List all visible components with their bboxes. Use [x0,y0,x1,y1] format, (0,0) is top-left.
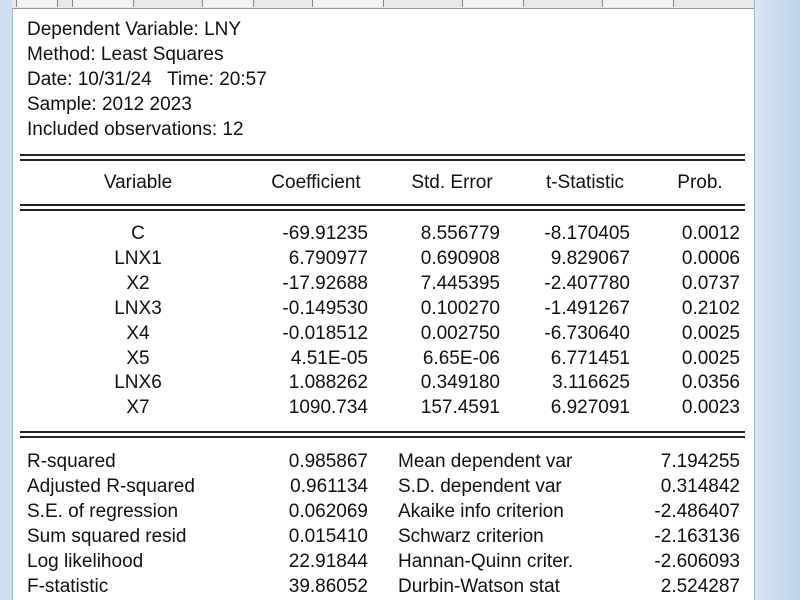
table-cell: 157.4591 [420,397,500,419]
variable-name: X2 [126,272,150,294]
header-line: Date: 10/31/24 Time: 20:57 [27,69,267,90]
table-cell: -8.170405 [544,223,630,244]
separator [20,154,745,161]
toolbar-button[interactable] [602,0,674,7]
toolbar-button[interactable] [462,0,524,7]
table-cell: -0.018512 [282,322,368,344]
table-cell: -6.730640 [544,322,630,344]
stat-label: Sum squared resid [27,526,187,547]
variable-name: X4 [126,322,150,344]
stat-label: Schwarz criterion [398,526,544,547]
column-header: Prob. [677,172,723,193]
table-cell: -17.92688 [282,272,368,294]
table-cell: 0.0012 [681,223,740,244]
stat-value: 22.91844 [288,551,368,572]
stat-label: Akaike info criterion [398,501,564,522]
stat-value: 2.524287 [660,576,740,597]
table-cell: -2.407780 [544,272,630,294]
header-line: Method: Least Squares [27,44,224,65]
table-cell: 0.0025 [681,347,740,369]
stat-label: Mean dependent var [398,451,573,472]
table-cell: 0.0025 [681,322,740,344]
variable-name: LNX1 [114,247,162,269]
table-cell: 0.2102 [681,297,740,319]
table-cell: 6.927091 [550,397,630,419]
stat-label: S.E. of regression [27,501,179,522]
stat-value: 0.062069 [288,501,368,522]
table-cell: -0.149530 [282,297,368,319]
stat-label: Adjusted R-squared [27,476,195,497]
column-header: t-Statistic [545,172,625,193]
column-header: Variable [103,172,173,193]
stat-value: 0.985867 [288,451,368,472]
separator [20,204,745,211]
window-frame [754,0,800,600]
table-cell: 4.51E-05 [290,347,368,369]
stat-value: -2.606093 [654,551,740,572]
stat-value: 0.961134 [290,476,368,497]
table-cell: 6.771451 [550,347,630,369]
header-line: Sample: 2012 2023 [27,94,192,115]
toolbar-button[interactable] [202,0,254,7]
stat-label: Log likelihood [27,551,144,572]
window-frame [0,0,13,600]
table-cell: 0.349180 [420,372,500,394]
stat-label: S.D. dependent var [398,476,562,497]
column-header: Std. Error [411,172,493,193]
column-header: Coefficient [271,172,361,193]
stat-value: 0.314842 [660,476,740,497]
table-cell: 1090.734 [288,397,368,419]
table-cell: -1.491267 [544,297,630,319]
table-cell: 8.556779 [420,223,500,244]
variable-name: X5 [126,347,150,369]
table-cell: 7.445395 [420,272,500,294]
stat-value: 39.86052 [288,576,368,597]
stat-value: 7.194255 [660,451,740,472]
variable-name: LNX6 [114,372,162,394]
table-cell: 1.088262 [288,372,368,394]
header-line: Included observations: 12 [27,119,244,140]
stat-value: -2.486407 [654,501,740,522]
stat-label: R-squared [27,451,116,472]
separator [20,431,745,438]
table-cell: 0.0006 [681,247,740,269]
header-line: Dependent Variable: LNY [27,19,242,40]
table-cell: 0.002750 [420,322,500,344]
toolbar-button[interactable] [312,0,384,7]
table-cell: 3.116625 [552,372,630,394]
toolbar-button[interactable] [16,0,58,7]
table-cell: 6.790977 [288,247,368,269]
table-cell: 0.100270 [420,297,500,319]
stat-value: 0.015410 [288,526,368,547]
variable-name: C [131,223,145,244]
stat-label: Hannan-Quinn criter. [398,551,574,572]
table-cell: -69.91235 [282,223,368,244]
table-cell: 0.0737 [681,272,740,294]
table-cell: 0.690908 [420,247,500,269]
toolbar [12,0,754,9]
toolbar-button[interactable] [72,0,134,7]
table-cell: 9.829067 [550,247,630,269]
stat-label: Durbin-Watson stat [398,576,560,597]
variable-name: LNX3 [114,297,162,319]
stat-value: -2.163136 [654,526,740,547]
table-cell: 0.0023 [681,397,740,419]
table-cell: 6.65E-06 [422,347,500,369]
table-cell: 0.0356 [681,372,740,394]
stat-label: F-statistic [27,576,109,597]
variable-name: X7 [126,397,150,419]
